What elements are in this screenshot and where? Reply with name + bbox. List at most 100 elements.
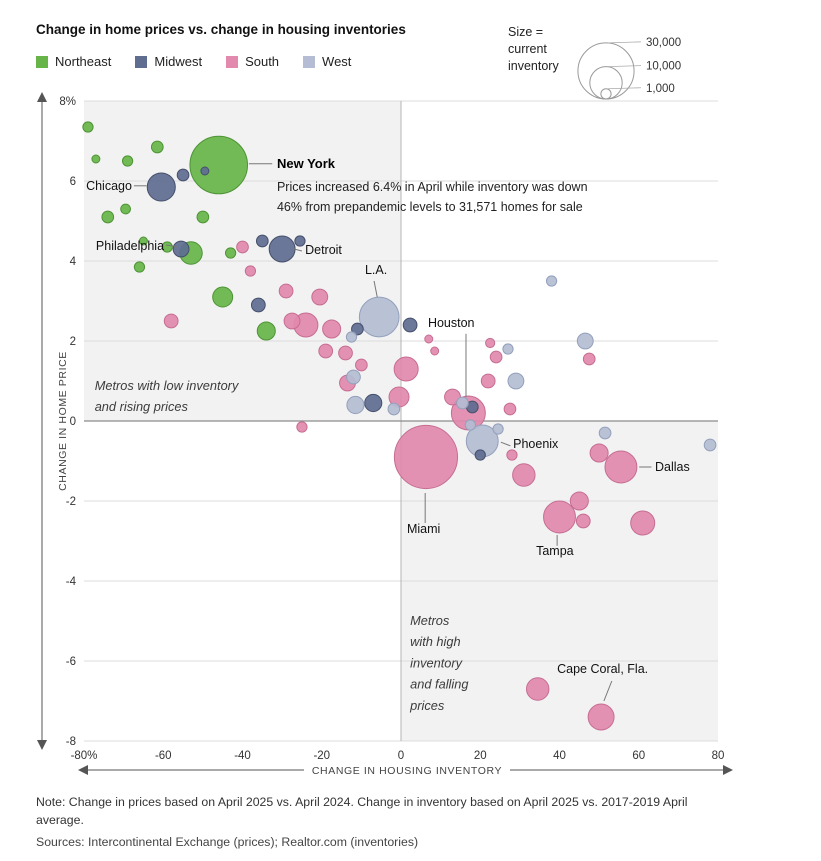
bubble-west	[576, 332, 594, 350]
bubble-south	[430, 346, 440, 356]
size-legend-line	[607, 65, 642, 67]
y-tick-label: 8%	[59, 96, 76, 108]
bubble-northeast	[133, 261, 146, 273]
bubble-cape-coral-fla	[587, 703, 615, 731]
bubble-south	[283, 312, 301, 330]
y-tick-label: 2	[70, 336, 76, 348]
bubble-south	[318, 343, 334, 359]
x-tick-label: 40	[553, 750, 566, 762]
legend-item-midwest: Midwest	[135, 54, 202, 69]
chart-title: Change in home prices vs. change in hous…	[36, 22, 406, 37]
leader-line-detroit	[293, 248, 303, 252]
bubble-west	[456, 396, 469, 410]
city-label-chicago: Chicago	[86, 179, 132, 193]
bubble-south	[311, 288, 329, 306]
bubble-west	[545, 275, 558, 287]
bubble-northeast	[101, 210, 115, 224]
y-tick-label: -8	[66, 736, 76, 748]
bubble-west	[507, 372, 525, 390]
size-legend-circle	[600, 88, 612, 100]
x-tick-label: -20	[313, 750, 330, 762]
city-label-cape-coral-fla: Cape Coral, Fla.	[557, 662, 648, 676]
city-label-miami: Miami	[407, 522, 440, 536]
chart-footer: Note: Change in prices based on April 20…	[36, 793, 798, 851]
legend-swatch-icon	[135, 55, 148, 68]
bubble-northeast	[224, 247, 237, 259]
bubble-midwest	[351, 322, 364, 336]
city-label-new-york: New York	[277, 156, 336, 171]
region-legend: Northeast Midwest South West	[36, 54, 351, 69]
bubble-south	[575, 513, 591, 529]
bubble-west	[598, 426, 612, 440]
legend-swatch-icon	[226, 55, 239, 68]
y-tick-label: -4	[66, 576, 77, 588]
size-legend-circle	[577, 42, 635, 100]
bubble-midwest	[402, 317, 418, 333]
bubble-northeast	[91, 154, 101, 164]
bubble-south	[236, 240, 249, 254]
bubble-south	[485, 337, 496, 349]
bubble-midwest	[294, 235, 306, 247]
bubble-northeast	[196, 210, 210, 224]
bubble-south	[393, 356, 419, 382]
bubble-south	[480, 373, 496, 389]
bubble-northeast	[256, 321, 276, 341]
city-label-philadelphia: Philadelphia	[96, 239, 164, 253]
bubble-dallas	[604, 450, 638, 484]
x-tick-label: 60	[632, 750, 645, 762]
quadrant-label: with high	[410, 634, 461, 649]
city-label-phoenix: Phoenix	[513, 437, 559, 451]
bubble-south	[244, 265, 257, 277]
city-label-dallas: Dallas	[655, 460, 690, 474]
y-tick-label: -2	[66, 496, 76, 508]
bubble-west	[345, 331, 358, 343]
legend-swatch-icon	[36, 55, 48, 68]
bubble-detroit	[268, 235, 296, 263]
quadrant-label: and falling	[410, 677, 468, 692]
city-label-tampa: Tampa	[536, 544, 574, 558]
bubble-south	[525, 677, 550, 701]
bubble-south	[338, 345, 353, 361]
x-axis-arrow-left-icon	[78, 765, 88, 775]
size-legend-value: 30,000	[646, 37, 681, 49]
bubble-northeast	[150, 140, 164, 154]
size-legend-circle	[589, 66, 623, 100]
x-tick-label: -60	[155, 750, 172, 762]
x-axis-title: CHANGE IN HOUSING INVENTORY	[312, 765, 502, 777]
y-tick-label: -6	[66, 656, 76, 668]
bubble-west	[387, 402, 401, 416]
y-tick-label: 6	[70, 176, 76, 188]
size-legend-caption: Size =	[508, 25, 543, 39]
quadrant-label: inventory	[410, 655, 464, 670]
bubble-south	[424, 334, 434, 344]
bubble-south	[489, 350, 503, 364]
bubble-west	[502, 343, 514, 355]
size-legend-line	[607, 41, 642, 44]
bubble-west	[464, 419, 476, 431]
bubble-midwest	[200, 166, 210, 176]
bubble-south	[322, 319, 342, 339]
new-york-callout-line2: 46% from prepandemic levels to 31,571 ho…	[277, 200, 583, 214]
bubble-tampa	[543, 500, 576, 534]
x-tick-label: 0	[398, 750, 404, 762]
bubble-south	[503, 402, 517, 416]
bubble-south	[296, 421, 308, 433]
quadrant-label: and rising prices	[95, 399, 189, 414]
y-tick-label: 4	[70, 256, 77, 268]
leader-line-phoenix	[500, 441, 511, 447]
leader-line-l-a	[373, 280, 378, 298]
leader-line-cape-coral-fla	[603, 680, 613, 702]
chart-sources: Sources: Intercontinental Exchange (pric…	[36, 835, 419, 849]
size-legend-value: 10,000	[646, 61, 681, 73]
bubble-south	[506, 449, 518, 461]
bubble-l-a	[358, 296, 400, 338]
bubble-south	[163, 313, 179, 329]
bubble-miami	[393, 424, 459, 490]
size-legend-caption: current	[508, 42, 547, 56]
bubble-south	[582, 352, 596, 366]
bubble-northeast	[212, 286, 234, 308]
bubble-west	[492, 423, 504, 435]
chart-note-line1: Note: Change in prices based on April 20…	[36, 795, 688, 809]
bubble-northeast	[121, 155, 134, 167]
